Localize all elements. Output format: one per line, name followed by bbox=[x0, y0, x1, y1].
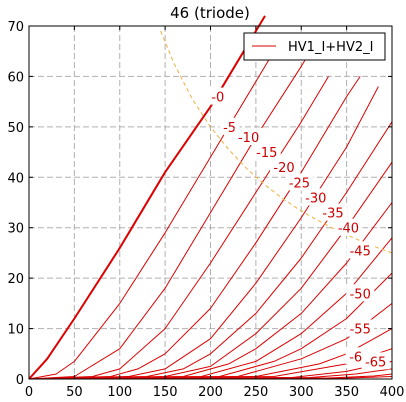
curve-label-bg bbox=[285, 173, 314, 191]
curve-label: -5 bbox=[219, 117, 240, 136]
curve-label-text: -0 bbox=[211, 91, 224, 106]
plate-curve bbox=[28, 15, 266, 380]
curve-label: -20 bbox=[270, 158, 299, 176]
y-tick-label: 0 bbox=[16, 373, 24, 388]
curve-label-bg bbox=[361, 352, 390, 370]
x-tick-label: 50 bbox=[66, 385, 83, 400]
curve-label: -25 bbox=[285, 173, 314, 191]
curve-label: -40 bbox=[334, 218, 363, 237]
curve-label: -0 bbox=[207, 87, 228, 106]
curve-label-bg bbox=[346, 284, 375, 302]
curve-label: -35 bbox=[319, 203, 348, 222]
max-dissipation-curve bbox=[160, 30, 393, 254]
grid bbox=[29, 26, 392, 379]
chart-title: 46 (triode) bbox=[170, 4, 250, 22]
plate-curve bbox=[28, 76, 329, 380]
curve-label-text: -5 bbox=[223, 121, 236, 136]
curve-label-bg bbox=[252, 143, 281, 161]
curve-label-bg bbox=[234, 127, 263, 145]
curve-label-text: -20 bbox=[273, 161, 294, 176]
curve-label-bg bbox=[346, 319, 375, 337]
x-tick-label: 200 bbox=[198, 385, 223, 400]
curve-label-bg bbox=[346, 241, 375, 259]
x-tick-label: 350 bbox=[334, 385, 359, 400]
plate-curve bbox=[28, 76, 361, 380]
curve-label-bg bbox=[334, 218, 363, 236]
curve-label-text: -10 bbox=[238, 131, 259, 146]
y-tick-label: 70 bbox=[7, 20, 24, 35]
max-dissipation-line bbox=[160, 30, 393, 254]
curve-label-text: -15 bbox=[256, 146, 277, 161]
y-tick-label: 60 bbox=[7, 70, 24, 85]
x-axis: 0 50 100 150 200 250 300 350 400 bbox=[25, 26, 405, 400]
plate-curve bbox=[28, 35, 320, 380]
x-tick-label: 100 bbox=[107, 385, 132, 400]
curve-label: -10 bbox=[234, 127, 263, 146]
curve-label-text: -50 bbox=[350, 287, 371, 302]
x-tick-label: 150 bbox=[153, 385, 178, 400]
y-tick-label: 40 bbox=[7, 171, 24, 186]
legend-label: HV1_I+HV2_I bbox=[288, 40, 373, 55]
y-tick-label: 20 bbox=[7, 272, 24, 287]
curve-label-text: -65 bbox=[365, 355, 386, 370]
curve-label-bg bbox=[219, 117, 240, 135]
y-tick-label: 50 bbox=[7, 121, 24, 136]
curve-label-bg bbox=[301, 188, 330, 206]
curve-label: -30 bbox=[301, 188, 330, 206]
y-axis: 0 10 20 30 40 50 60 70 bbox=[7, 20, 392, 388]
curve-label-text: -40 bbox=[338, 222, 359, 237]
curve-label-text: -35 bbox=[322, 207, 343, 222]
x-tick-label: 400 bbox=[380, 385, 405, 400]
x-tick-label: 250 bbox=[243, 385, 268, 400]
plate-curve bbox=[28, 121, 393, 380]
curve-label-bg bbox=[270, 158, 299, 176]
legend: HV1_I+HV2_I bbox=[243, 32, 386, 61]
curve-label: -45 bbox=[346, 241, 375, 259]
plate-curves bbox=[28, 15, 393, 380]
x-tick-label: 300 bbox=[289, 385, 314, 400]
curve-label-text: -25 bbox=[289, 176, 310, 191]
curve-label-text: -30 bbox=[305, 191, 326, 206]
curve-label: -65 bbox=[361, 352, 390, 370]
curve-label: -50 bbox=[346, 284, 375, 302]
curve-label: -6 bbox=[345, 347, 366, 365]
curve-label-text: -6 bbox=[349, 350, 362, 365]
curve-label-bg bbox=[207, 87, 228, 105]
curve-label-bg bbox=[319, 203, 348, 221]
plate-curve bbox=[28, 86, 379, 380]
curve-label-text: -55 bbox=[350, 323, 371, 338]
x-tick-label: 0 bbox=[25, 385, 33, 400]
curve-labels: -0 -5-10-15-20-25-30-35-40 -45 -50 -55 -6 -65 bbox=[207, 87, 390, 370]
y-tick-label: 30 bbox=[7, 222, 24, 237]
curve-label-text: -45 bbox=[350, 244, 371, 259]
plate-curve bbox=[28, 35, 284, 380]
y-tick-label: 10 bbox=[7, 323, 24, 338]
curve-label: -55 bbox=[346, 319, 375, 338]
curve-label: -15 bbox=[252, 143, 281, 161]
curve-label-bg bbox=[345, 347, 366, 365]
